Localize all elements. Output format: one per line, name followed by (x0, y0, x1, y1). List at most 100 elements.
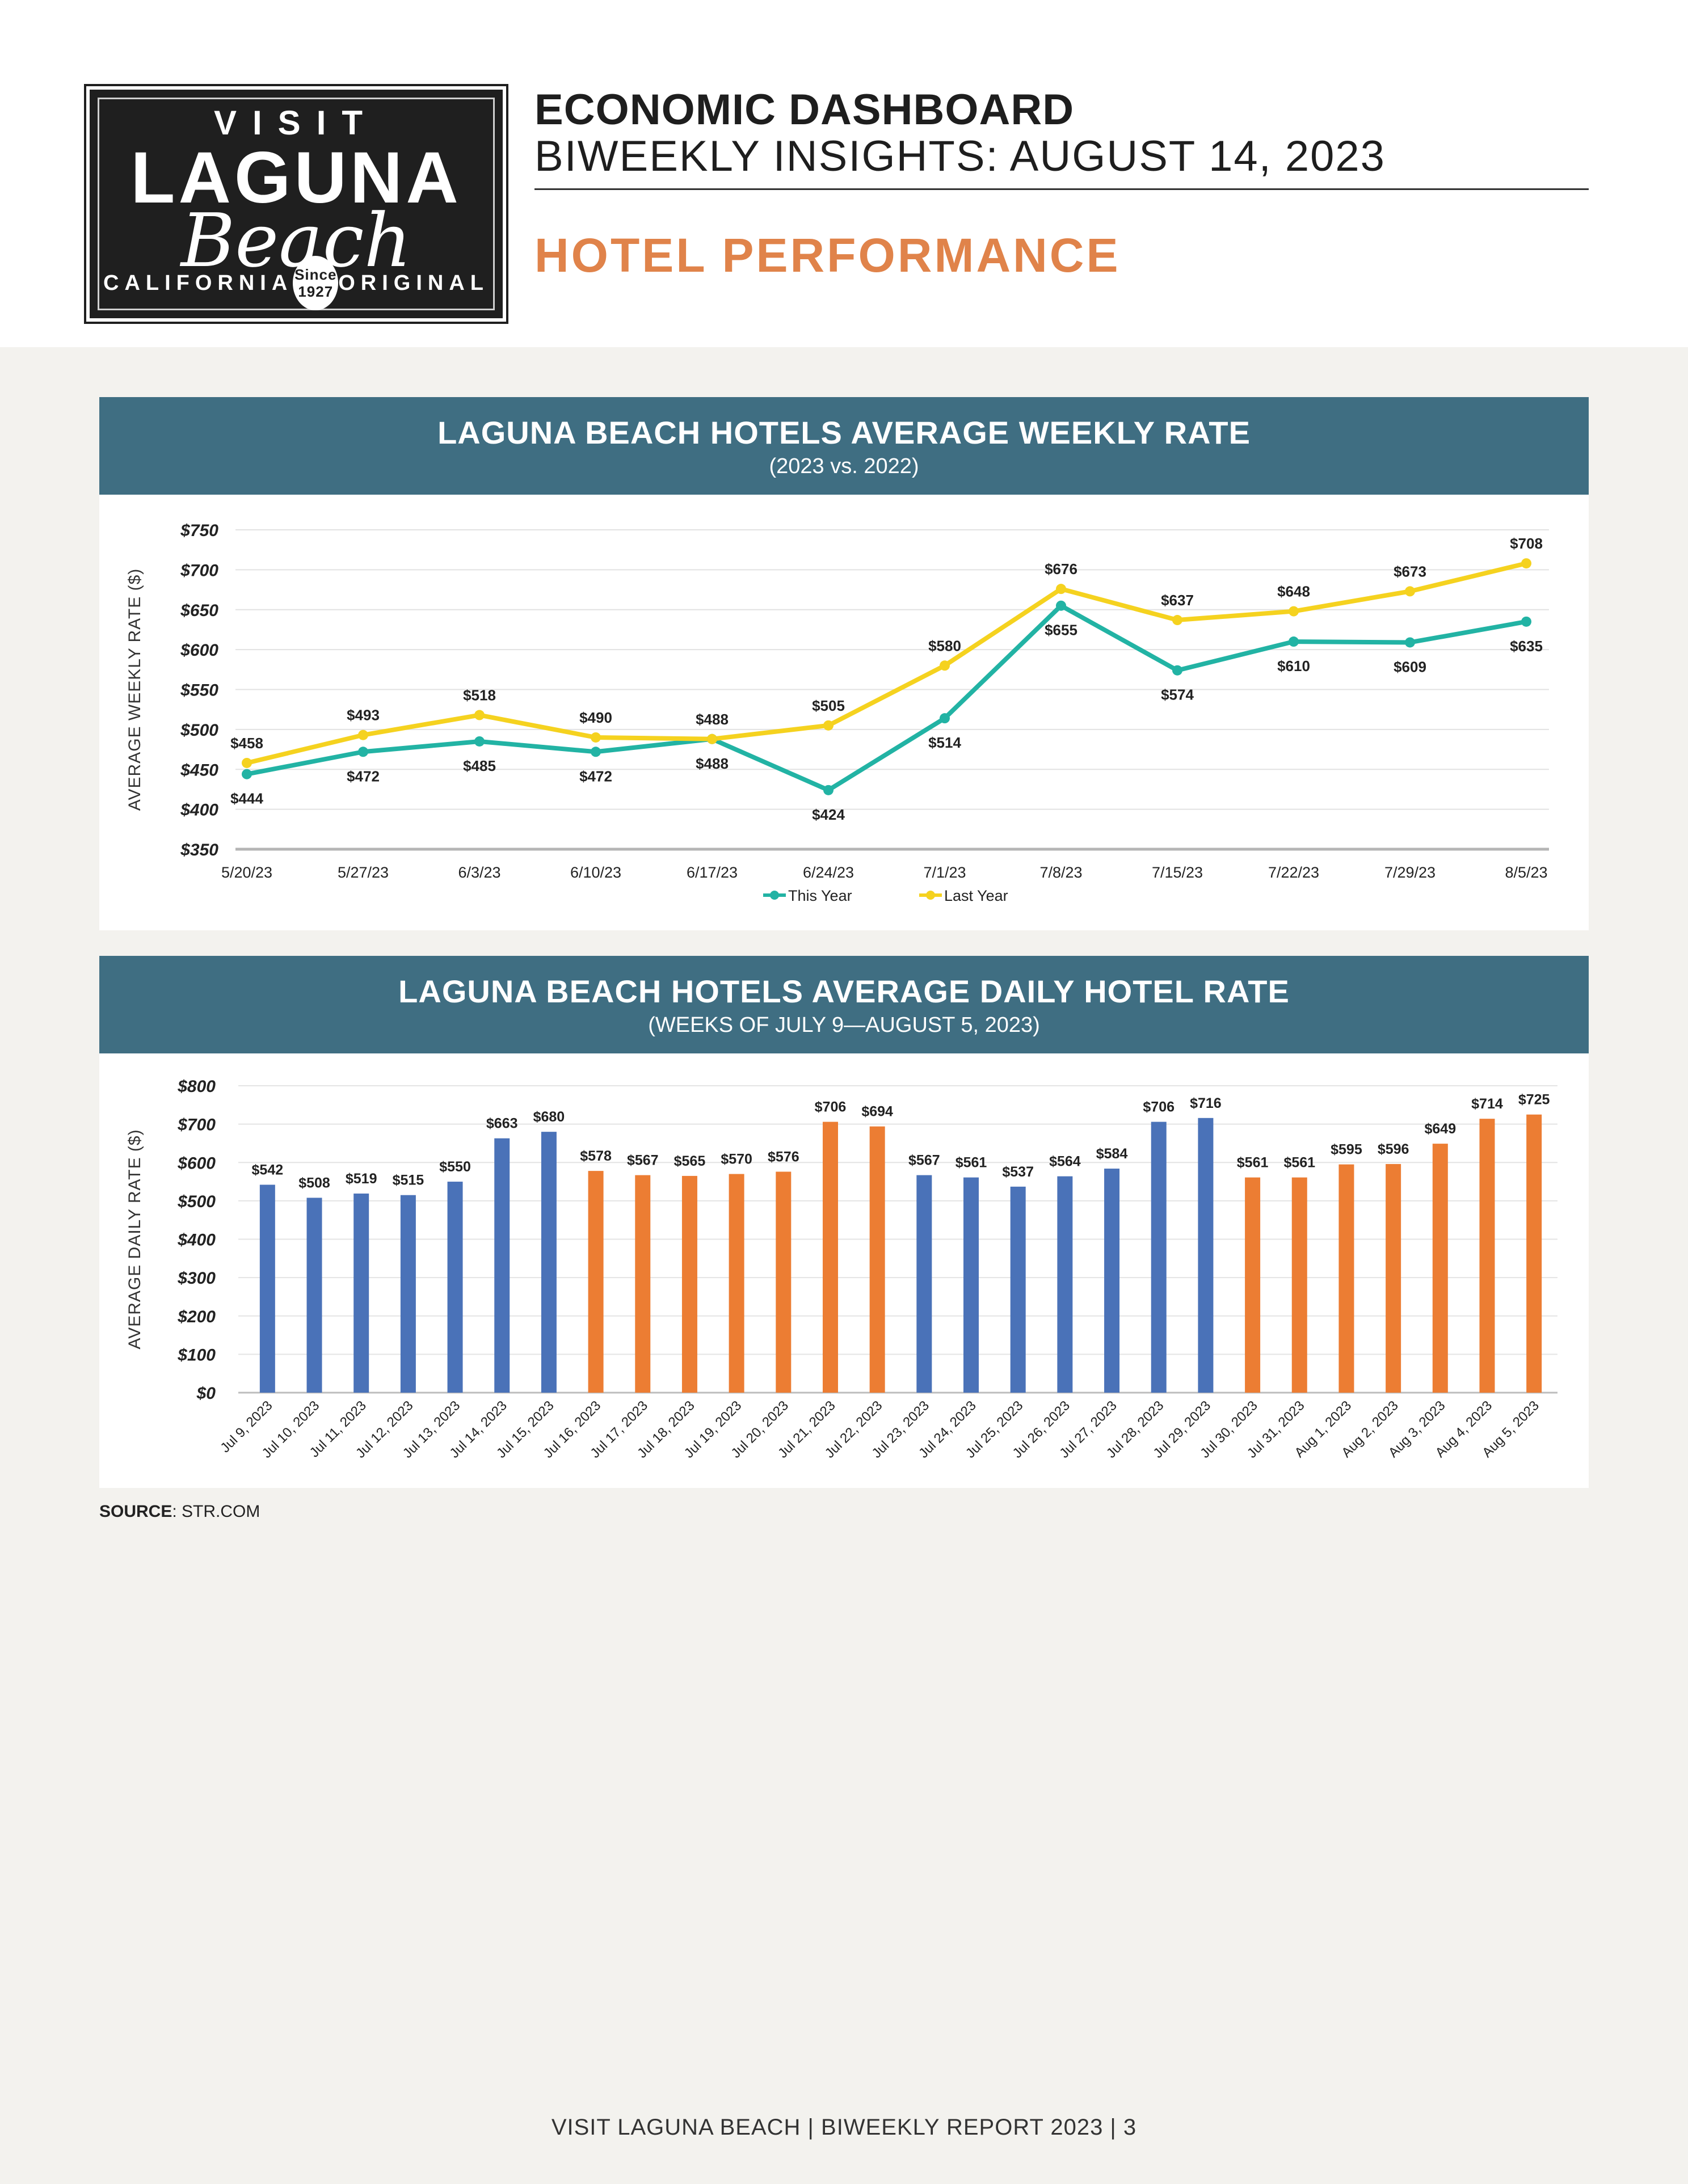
bar-orange (1338, 1164, 1354, 1393)
bar-blue (494, 1138, 510, 1393)
x-tick-label: 7/1/23 (923, 864, 966, 881)
this-year-data-label: $488 (696, 755, 729, 772)
bar-blue (447, 1182, 463, 1393)
bar-data-label: $542 (252, 1162, 284, 1178)
bar-data-label: $567 (908, 1153, 940, 1169)
source-note: SOURCE: STR.COM (99, 1502, 260, 1521)
y-tick-label: $600 (177, 1154, 216, 1173)
source-label: SOURCE (99, 1502, 172, 1521)
dashboard-subtitle: BIWEEKLY INSIGHTS: AUGUST 14, 2023 (534, 132, 1386, 180)
y-tick-label: $100 (177, 1346, 216, 1364)
bar-data-label: $508 (298, 1175, 330, 1191)
bar-data-label: $564 (1049, 1154, 1081, 1170)
bar-orange (822, 1121, 838, 1393)
y-tick-label: $650 (180, 601, 218, 620)
logo-visit-text: VISIT (213, 104, 379, 142)
last-year-data-label: $505 (812, 697, 845, 714)
logo-since-text: Since (294, 266, 337, 283)
last-year-data-label: $676 (1045, 560, 1077, 577)
logo-footer: CALIFORNIA Since 1927 ORIGINAL (90, 256, 503, 310)
last-year-data-label: $580 (928, 637, 961, 654)
last-year-point (358, 730, 368, 740)
this-year-point (1289, 636, 1299, 647)
bar-data-label: $578 (580, 1148, 612, 1164)
bar-orange (729, 1174, 744, 1393)
bar-orange (776, 1171, 792, 1393)
legend-label-last-year: Last Year (944, 887, 1008, 904)
logo-original-text: ORIGINAL (338, 271, 489, 295)
daily-rate-subtitle: (WEEKS OF JULY 9—AUGUST 5, 2023) (648, 1013, 1040, 1037)
bar-orange (1526, 1114, 1542, 1393)
logo-laguna-text: LAGUNA (131, 137, 462, 218)
this-year-point (358, 747, 368, 757)
bar-data-label: $716 (1190, 1095, 1222, 1111)
this-year-point (591, 747, 601, 757)
this-year-point (474, 736, 485, 747)
last-year-data-label: $648 (1277, 583, 1310, 600)
legend-marker-last-year (926, 891, 935, 900)
bar-blue (259, 1184, 275, 1393)
bar-data-label: $694 (861, 1104, 893, 1120)
logo-since-badge: Since 1927 (293, 256, 339, 310)
legend-marker-this-year (770, 891, 779, 900)
daily-rate-header: LAGUNA BEACH HOTELS AVERAGE DAILY HOTEL … (99, 956, 1589, 1053)
bar-data-label: $565 (674, 1153, 706, 1169)
this-year-data-label: $485 (463, 757, 496, 774)
bar-orange (1479, 1119, 1495, 1393)
bar-data-label: $537 (1002, 1164, 1034, 1180)
bar-blue (1151, 1121, 1167, 1393)
last-year-data-label: $488 (696, 711, 729, 728)
last-year-point (1172, 615, 1182, 626)
this-year-data-label: $635 (1510, 638, 1543, 655)
bar-data-label: $561 (1237, 1155, 1269, 1171)
bar-orange (588, 1171, 604, 1393)
y-tick-label: $700 (177, 1116, 216, 1135)
this-year-point (1056, 600, 1066, 611)
bar-data-label: $663 (486, 1116, 518, 1132)
bar-blue (1104, 1169, 1120, 1393)
last-year-point (940, 660, 950, 671)
bar-data-label: $570 (721, 1152, 752, 1167)
this-year-data-label: $472 (347, 768, 380, 785)
bar-data-label: $649 (1424, 1121, 1456, 1137)
y-tick-label: $0 (196, 1384, 216, 1403)
bar-orange (1245, 1177, 1261, 1393)
last-year-point (707, 733, 717, 744)
y-tick-label: $300 (177, 1269, 216, 1288)
y-tick-label: $450 (180, 761, 218, 779)
x-tick-label: 6/3/23 (458, 864, 500, 881)
this-year-data-label: $655 (1045, 622, 1077, 639)
last-year-point (591, 732, 601, 743)
this-year-point (1521, 616, 1531, 627)
bar-data-label: $519 (346, 1171, 377, 1187)
source-value: : STR.COM (172, 1502, 260, 1521)
this-year-data-label: $514 (928, 734, 961, 751)
logo-california-text: CALIFORNIA (103, 271, 293, 295)
last-year-data-label: $490 (579, 709, 612, 726)
x-tick-label: 8/5/23 (1505, 864, 1547, 881)
weekly-rate-header: LAGUNA BEACH HOTELS AVERAGE WEEKLY RATE … (99, 397, 1589, 495)
bar-data-label: $561 (955, 1155, 987, 1171)
x-tick-label: 5/20/23 (221, 864, 272, 881)
weekly-rate-title: LAGUNA BEACH HOTELS AVERAGE WEEKLY RATE (437, 415, 1251, 450)
y-tick-label: $550 (180, 681, 218, 700)
last-year-data-label: $493 (347, 707, 380, 724)
bar-blue (916, 1175, 932, 1393)
bar-orange (681, 1175, 697, 1393)
bar-data-label: $595 (1331, 1142, 1362, 1158)
bar-blue (353, 1194, 369, 1393)
y-tick-label: $700 (180, 561, 218, 580)
last-year-data-label: $637 (1161, 592, 1194, 609)
visit-laguna-beach-logo: VISIT LAGUNA Beach CALIFORNIA Since 1927… (84, 84, 508, 324)
daily-rate-bar-chart: $0 $100 $200 $300 $400 $500 $600 $700 $800 AVERAG… (125, 1077, 1557, 1461)
weekly-rate-card: LAGUNA BEACH HOTELS AVERAGE WEEKLY RATE … (99, 397, 1589, 930)
x-tick-label: 7/22/23 (1268, 864, 1319, 881)
bar-data-label: $550 (439, 1159, 471, 1175)
last-year-point (1056, 584, 1066, 595)
logo-year-text: 1927 (298, 283, 334, 300)
bar-blue (963, 1177, 979, 1393)
last-year-point (1521, 558, 1531, 569)
daily-rate-title: LAGUNA BEACH HOTELS AVERAGE DAILY HOTEL … (398, 973, 1290, 1009)
bar-orange (869, 1126, 885, 1393)
last-year-data-label: $458 (230, 735, 263, 752)
